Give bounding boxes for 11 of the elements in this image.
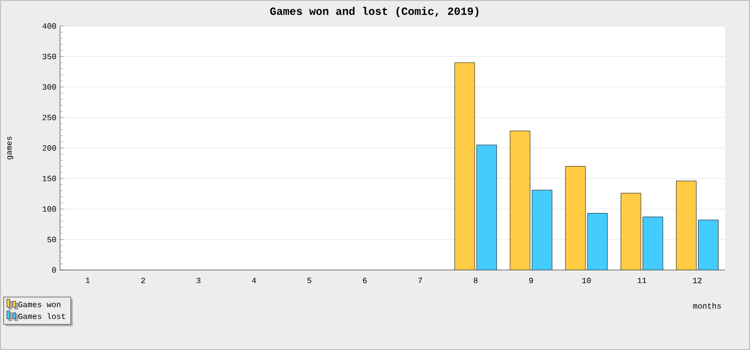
- bar: [510, 130, 530, 270]
- chart-title: Games won and lost (Comic, 2019): [270, 6, 478, 18]
- bar: [698, 220, 718, 270]
- bar: [642, 216, 663, 270]
- bar: [565, 166, 586, 270]
- bar: [620, 193, 641, 270]
- bar: [587, 213, 608, 270]
- bar: [454, 62, 475, 270]
- bar: [676, 180, 697, 270]
- bar: [532, 190, 552, 270]
- bar: [476, 144, 497, 270]
